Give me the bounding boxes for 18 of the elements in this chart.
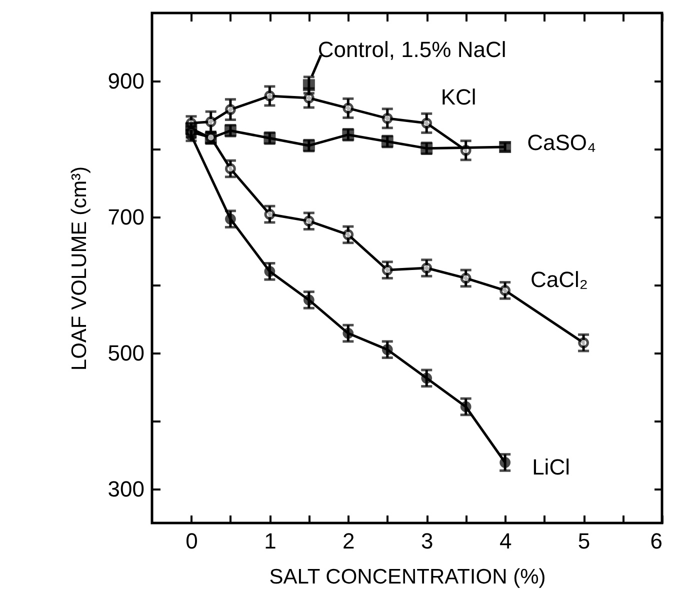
series-label: CaSO₄ xyxy=(527,130,596,155)
legend-label: Control, 1.5% NaCl xyxy=(318,37,506,62)
y-axis-title: LOAF VOLUME (cm³) xyxy=(68,166,91,371)
series-label: KCl xyxy=(440,84,476,110)
x-axis-title: SALT CONCENTRATION (%) xyxy=(269,566,546,588)
x-tick-label: 3 xyxy=(420,528,434,554)
y-tick-label: 300 xyxy=(108,476,144,502)
series-label: LiCl xyxy=(532,454,570,480)
x-tick-label: 6 xyxy=(650,528,662,554)
series-label: CaCl₂ xyxy=(530,266,588,292)
y-tick-label: 500 xyxy=(108,340,144,366)
y-tick-label: 900 xyxy=(108,68,144,94)
x-tick-label: 5 xyxy=(578,528,590,554)
x-tick-label: 4 xyxy=(499,528,512,554)
y-tick-label: 700 xyxy=(108,204,144,230)
x-tick-label: 1 xyxy=(264,528,276,554)
x-tick-label: 2 xyxy=(342,528,355,554)
x-tick-label: 0 xyxy=(186,528,198,554)
